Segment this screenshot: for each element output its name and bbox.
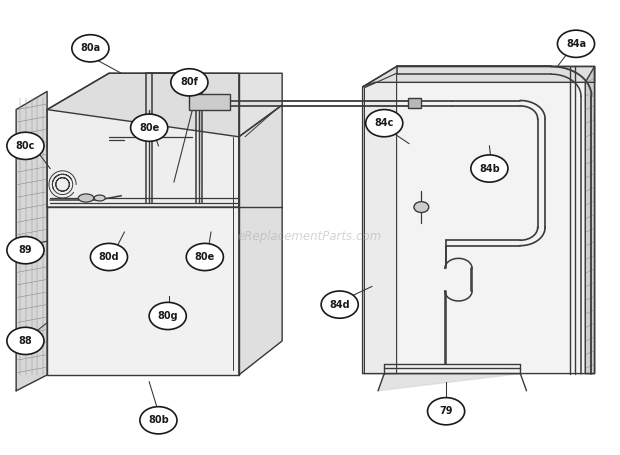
Text: 80b: 80b (148, 415, 169, 425)
Polygon shape (47, 207, 239, 375)
Circle shape (321, 291, 358, 318)
Polygon shape (239, 105, 282, 375)
Text: 84a: 84a (566, 39, 586, 49)
Ellipse shape (94, 195, 105, 201)
Text: 84b: 84b (479, 163, 500, 173)
Text: 80e: 80e (139, 123, 159, 133)
Text: eReplacementParts.com: eReplacementParts.com (238, 230, 382, 243)
Text: 80g: 80g (157, 311, 178, 321)
Text: 89: 89 (19, 245, 32, 255)
Text: 88: 88 (19, 336, 32, 346)
Polygon shape (363, 66, 595, 87)
FancyBboxPatch shape (408, 98, 422, 108)
Ellipse shape (78, 194, 94, 202)
Circle shape (186, 243, 223, 271)
Polygon shape (585, 66, 595, 374)
Text: 80a: 80a (81, 43, 100, 53)
Text: 80f: 80f (180, 77, 198, 87)
Circle shape (140, 407, 177, 434)
Circle shape (366, 110, 403, 137)
Circle shape (471, 155, 508, 182)
Polygon shape (16, 91, 47, 391)
Text: 80e: 80e (195, 252, 215, 262)
Circle shape (171, 69, 208, 96)
Polygon shape (363, 66, 595, 374)
Circle shape (72, 35, 109, 62)
Circle shape (428, 398, 464, 425)
Text: 80d: 80d (99, 252, 119, 262)
Polygon shape (378, 374, 520, 391)
Circle shape (557, 30, 595, 57)
Circle shape (131, 114, 168, 142)
FancyBboxPatch shape (189, 94, 229, 110)
Circle shape (7, 132, 44, 159)
Polygon shape (365, 73, 397, 374)
Text: 79: 79 (440, 406, 453, 416)
Polygon shape (47, 73, 239, 207)
Text: 84d: 84d (329, 299, 350, 309)
Circle shape (414, 202, 429, 212)
Circle shape (7, 237, 44, 264)
Circle shape (7, 327, 44, 354)
Polygon shape (47, 73, 282, 137)
Text: 80c: 80c (16, 141, 35, 151)
Circle shape (149, 302, 186, 329)
Text: 84c: 84c (374, 118, 394, 128)
Circle shape (91, 243, 128, 271)
